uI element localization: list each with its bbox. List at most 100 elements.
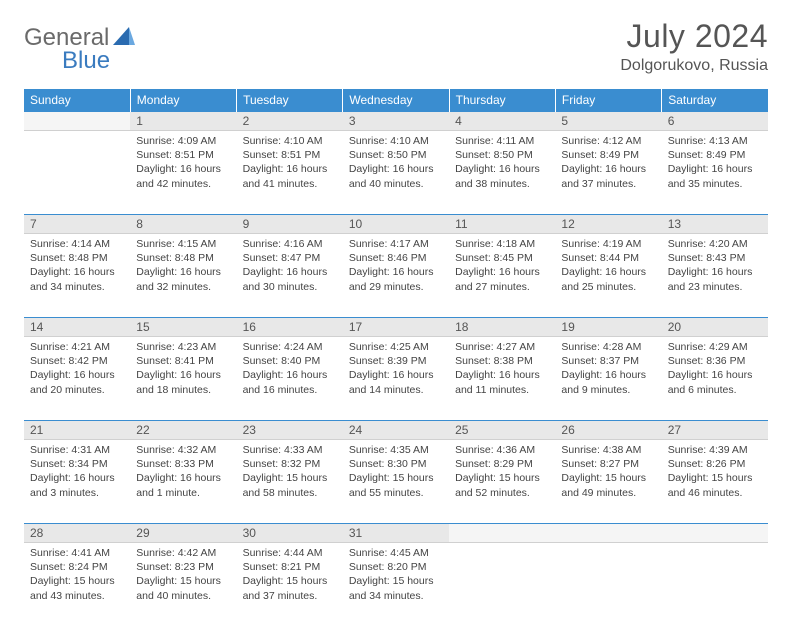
- day-cell-body: Sunrise: 4:21 AMSunset: 8:42 PMDaylight:…: [24, 337, 130, 403]
- week-row: Sunrise: 4:41 AMSunset: 8:24 PMDaylight:…: [24, 543, 768, 627]
- day-number: 14: [24, 318, 130, 336]
- day-cell-body: Sunrise: 4:41 AMSunset: 8:24 PMDaylight:…: [24, 543, 130, 609]
- day-number-cell: 5: [555, 112, 661, 131]
- day-cell-body: Sunrise: 4:13 AMSunset: 8:49 PMDaylight:…: [662, 131, 768, 197]
- day-cell: Sunrise: 4:27 AMSunset: 8:38 PMDaylight:…: [449, 337, 555, 421]
- sunset-line: Sunset: 8:30 PM: [349, 457, 443, 471]
- logo-text-blue: Blue: [62, 47, 110, 74]
- sunrise-line: Sunrise: 4:39 AM: [668, 443, 762, 457]
- day-cell-body: Sunrise: 4:10 AMSunset: 8:50 PMDaylight:…: [343, 131, 449, 197]
- sunset-line: Sunset: 8:24 PM: [30, 560, 124, 574]
- day-number: 13: [662, 215, 768, 233]
- sunset-line: Sunset: 8:33 PM: [136, 457, 230, 471]
- day-cell-body: Sunrise: 4:25 AMSunset: 8:39 PMDaylight:…: [343, 337, 449, 403]
- sunrise-line: Sunrise: 4:10 AM: [349, 134, 443, 148]
- sunrise-line: Sunrise: 4:09 AM: [136, 134, 230, 148]
- sunset-line: Sunset: 8:20 PM: [349, 560, 443, 574]
- day-number: 7: [24, 215, 130, 233]
- day-number-cell: 29: [130, 524, 236, 543]
- daylight-line: Daylight: 16 hours and 11 minutes.: [455, 368, 549, 396]
- day-number: 6: [662, 112, 768, 130]
- day-cell: Sunrise: 4:42 AMSunset: 8:23 PMDaylight:…: [130, 543, 236, 627]
- day-number: 23: [237, 421, 343, 439]
- day-number-cell: 2: [237, 112, 343, 131]
- day-cell: Sunrise: 4:10 AMSunset: 8:50 PMDaylight:…: [343, 131, 449, 215]
- sunrise-line: Sunrise: 4:17 AM: [349, 237, 443, 251]
- sunrise-line: Sunrise: 4:36 AM: [455, 443, 549, 457]
- day-cell-body: Sunrise: 4:45 AMSunset: 8:20 PMDaylight:…: [343, 543, 449, 609]
- daylight-line: Daylight: 16 hours and 35 minutes.: [668, 162, 762, 190]
- day-cell-body: Sunrise: 4:19 AMSunset: 8:44 PMDaylight:…: [555, 234, 661, 300]
- sunset-line: Sunset: 8:44 PM: [561, 251, 655, 265]
- weekday-header: Saturday: [662, 89, 768, 112]
- day-cell: Sunrise: 4:32 AMSunset: 8:33 PMDaylight:…: [130, 440, 236, 524]
- sunset-line: Sunset: 8:36 PM: [668, 354, 762, 368]
- day-number-cell: 20: [662, 318, 768, 337]
- day-number-cell: [24, 112, 130, 131]
- sunset-line: Sunset: 8:48 PM: [30, 251, 124, 265]
- day-cell: Sunrise: 4:31 AMSunset: 8:34 PMDaylight:…: [24, 440, 130, 524]
- logo-triangle-icon: [113, 24, 135, 52]
- day-number-cell: [555, 524, 661, 543]
- day-number: 1: [130, 112, 236, 130]
- day-number: 5: [555, 112, 661, 130]
- day-number: 27: [662, 421, 768, 439]
- daylight-line: Daylight: 16 hours and 42 minutes.: [136, 162, 230, 190]
- day-number-cell: 3: [343, 112, 449, 131]
- day-number: 30: [237, 524, 343, 542]
- day-cell: [24, 131, 130, 215]
- week-row: Sunrise: 4:21 AMSunset: 8:42 PMDaylight:…: [24, 337, 768, 421]
- daylight-line: Daylight: 16 hours and 30 minutes.: [243, 265, 337, 293]
- daylight-line: Daylight: 16 hours and 32 minutes.: [136, 265, 230, 293]
- day-cell: Sunrise: 4:13 AMSunset: 8:49 PMDaylight:…: [662, 131, 768, 215]
- day-cell: Sunrise: 4:39 AMSunset: 8:26 PMDaylight:…: [662, 440, 768, 524]
- sunset-line: Sunset: 8:47 PM: [243, 251, 337, 265]
- calendar-body: 123456Sunrise: 4:09 AMSunset: 8:51 PMDay…: [24, 112, 768, 627]
- day-cell: Sunrise: 4:10 AMSunset: 8:51 PMDaylight:…: [237, 131, 343, 215]
- sunset-line: Sunset: 8:50 PM: [455, 148, 549, 162]
- day-number-cell: 17: [343, 318, 449, 337]
- day-number-cell: 22: [130, 421, 236, 440]
- daylight-line: Daylight: 16 hours and 40 minutes.: [349, 162, 443, 190]
- sunrise-line: Sunrise: 4:24 AM: [243, 340, 337, 354]
- sunrise-line: Sunrise: 4:18 AM: [455, 237, 549, 251]
- daylight-line: Daylight: 16 hours and 6 minutes.: [668, 368, 762, 396]
- daylight-line: Daylight: 15 hours and 40 minutes.: [136, 574, 230, 602]
- title-block: July 2024 Dolgorukovo, Russia: [620, 18, 768, 75]
- sunrise-line: Sunrise: 4:31 AM: [30, 443, 124, 457]
- day-number-cell: 19: [555, 318, 661, 337]
- sunset-line: Sunset: 8:49 PM: [561, 148, 655, 162]
- day-number: 22: [130, 421, 236, 439]
- day-number: 4: [449, 112, 555, 130]
- day-cell: Sunrise: 4:17 AMSunset: 8:46 PMDaylight:…: [343, 234, 449, 318]
- sunset-line: Sunset: 8:40 PM: [243, 354, 337, 368]
- day-cell-body: Sunrise: 4:12 AMSunset: 8:49 PMDaylight:…: [555, 131, 661, 197]
- daylight-line: Daylight: 15 hours and 37 minutes.: [243, 574, 337, 602]
- day-number-row: 78910111213: [24, 215, 768, 234]
- day-number: 28: [24, 524, 130, 542]
- day-number-cell: 8: [130, 215, 236, 234]
- day-cell-body: Sunrise: 4:15 AMSunset: 8:48 PMDaylight:…: [130, 234, 236, 300]
- daylight-line: Daylight: 16 hours and 23 minutes.: [668, 265, 762, 293]
- daylight-line: Daylight: 15 hours and 49 minutes.: [561, 471, 655, 499]
- day-cell: Sunrise: 4:41 AMSunset: 8:24 PMDaylight:…: [24, 543, 130, 627]
- day-number: 26: [555, 421, 661, 439]
- week-row: Sunrise: 4:09 AMSunset: 8:51 PMDaylight:…: [24, 131, 768, 215]
- day-number-cell: 7: [24, 215, 130, 234]
- day-cell-body: Sunrise: 4:11 AMSunset: 8:50 PMDaylight:…: [449, 131, 555, 197]
- day-cell: Sunrise: 4:29 AMSunset: 8:36 PMDaylight:…: [662, 337, 768, 421]
- day-cell: Sunrise: 4:38 AMSunset: 8:27 PMDaylight:…: [555, 440, 661, 524]
- day-cell-body: Sunrise: 4:38 AMSunset: 8:27 PMDaylight:…: [555, 440, 661, 506]
- day-number-cell: 21: [24, 421, 130, 440]
- sunset-line: Sunset: 8:37 PM: [561, 354, 655, 368]
- sunrise-line: Sunrise: 4:44 AM: [243, 546, 337, 560]
- sunrise-line: Sunrise: 4:11 AM: [455, 134, 549, 148]
- sunrise-line: Sunrise: 4:12 AM: [561, 134, 655, 148]
- day-cell-body: Sunrise: 4:33 AMSunset: 8:32 PMDaylight:…: [237, 440, 343, 506]
- sunset-line: Sunset: 8:42 PM: [30, 354, 124, 368]
- day-cell-body: Sunrise: 4:18 AMSunset: 8:45 PMDaylight:…: [449, 234, 555, 300]
- month-title: July 2024: [620, 18, 768, 55]
- day-number: 9: [237, 215, 343, 233]
- day-cell: Sunrise: 4:19 AMSunset: 8:44 PMDaylight:…: [555, 234, 661, 318]
- day-number: 25: [449, 421, 555, 439]
